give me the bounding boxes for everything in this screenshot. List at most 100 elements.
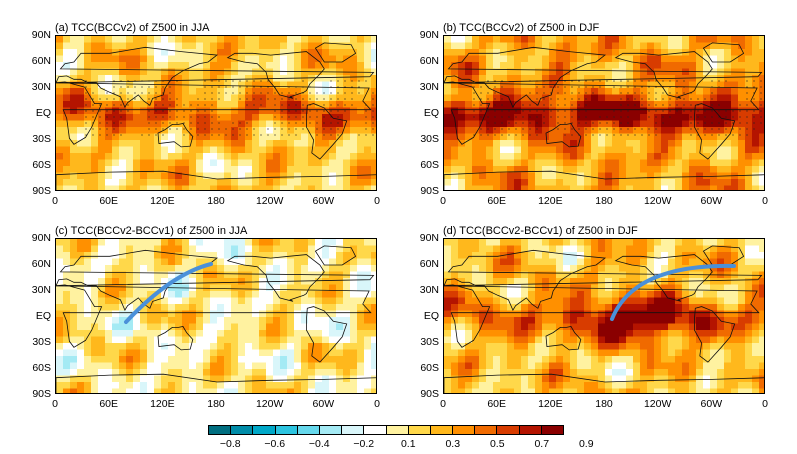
field-cell: [231, 369, 239, 376]
field-cell: [514, 317, 522, 324]
field-cell: [301, 336, 309, 344]
field-cell: [598, 101, 606, 108]
field-cell: [493, 375, 501, 383]
field-cell: [507, 88, 515, 95]
field-cell: [84, 330, 92, 337]
field-cell: [577, 375, 585, 383]
field-cell: [280, 362, 288, 370]
field-cell: [451, 349, 459, 357]
field-cell: [147, 49, 155, 56]
field-cell: [605, 75, 613, 82]
field-cell: [329, 388, 337, 393]
field-cell: [759, 153, 764, 160]
field-cell: [98, 94, 106, 102]
field-cell: [444, 343, 452, 350]
significance-dot: [106, 128, 108, 130]
field-cell: [56, 388, 64, 393]
field-cell: [605, 94, 613, 102]
field-cell: [98, 120, 106, 128]
field-cell: [493, 55, 501, 63]
significance-dot: [239, 128, 241, 130]
field-cell: [640, 153, 648, 160]
field-cell: [301, 356, 309, 363]
significance-dot: [239, 98, 241, 100]
field-cell: [168, 317, 176, 324]
significance-dot: [85, 92, 87, 94]
field-cell: [633, 36, 641, 43]
field-cell: [105, 362, 113, 370]
field-cell: [633, 343, 641, 350]
field-cell: [549, 323, 557, 331]
field-cell: [252, 271, 260, 279]
field-cell: [486, 185, 494, 190]
field-cell: [570, 94, 578, 102]
field-cell: [507, 304, 515, 311]
field-cell: [689, 297, 697, 305]
significance-dot: [690, 110, 692, 112]
field-cell: [119, 88, 127, 95]
field-cell: [147, 68, 155, 76]
field-cell: [738, 146, 746, 154]
field-cell: [217, 239, 225, 246]
field-cell: [56, 252, 64, 259]
field-cell: [591, 179, 599, 186]
field-cell: [77, 336, 85, 344]
field-cell: [259, 356, 267, 363]
significance-dot: [648, 92, 650, 94]
field-cell: [647, 258, 655, 266]
significance-dot: [732, 128, 734, 130]
significance-dot: [204, 110, 206, 112]
field-cell: [252, 55, 260, 63]
field-cell: [633, 153, 641, 160]
field-cell: [724, 239, 732, 246]
field-cell: [759, 166, 764, 173]
field-cell: [633, 330, 641, 337]
field-cell: [112, 343, 120, 350]
field-cell: [77, 375, 85, 383]
field-cell: [308, 172, 316, 180]
field-cell: [175, 172, 183, 180]
field-cell: [745, 252, 753, 259]
field-cell: [647, 369, 655, 376]
field-cell: [528, 239, 536, 246]
significance-dot: [648, 86, 650, 88]
field-cell: [486, 291, 494, 298]
field-cell: [535, 291, 543, 298]
significance-dot: [155, 122, 157, 124]
field-cell: [210, 159, 218, 167]
field-cell: [210, 166, 218, 173]
field-cell: [105, 166, 113, 173]
field-cell: [703, 172, 711, 180]
field-cell: [458, 336, 466, 344]
field-cell: [245, 36, 253, 43]
field-cell: [238, 382, 246, 389]
field-cell: [308, 62, 316, 69]
field-cell: [154, 252, 162, 259]
field-cell: [189, 75, 197, 82]
field-cell: [84, 291, 92, 298]
field-cell: [752, 349, 760, 357]
field-cell: [710, 42, 718, 50]
field-cell: [217, 356, 225, 363]
panel-title: (d) TCC(BCCv2-BCCv1) of Z500 in DJF: [443, 225, 638, 237]
field-cell: [549, 127, 557, 134]
field-cell: [140, 330, 148, 337]
field-cell: [745, 179, 753, 186]
field-cell: [168, 101, 176, 108]
field-cell: [528, 166, 536, 173]
field-cell: [343, 107, 351, 115]
field-cell: [577, 146, 585, 154]
field-cell: [308, 114, 316, 121]
field-cell: [189, 42, 197, 50]
field-cell: [280, 284, 288, 292]
significance-dot: [494, 128, 496, 130]
significance-dot: [113, 98, 115, 100]
field-cell: [738, 369, 746, 376]
field-cell: [563, 94, 571, 102]
field-cell: [535, 304, 543, 311]
field-cell: [689, 304, 697, 311]
field-cell: [591, 36, 599, 43]
field-cell: [161, 375, 169, 383]
field-cell: [654, 62, 662, 69]
field-cell: [703, 356, 711, 363]
